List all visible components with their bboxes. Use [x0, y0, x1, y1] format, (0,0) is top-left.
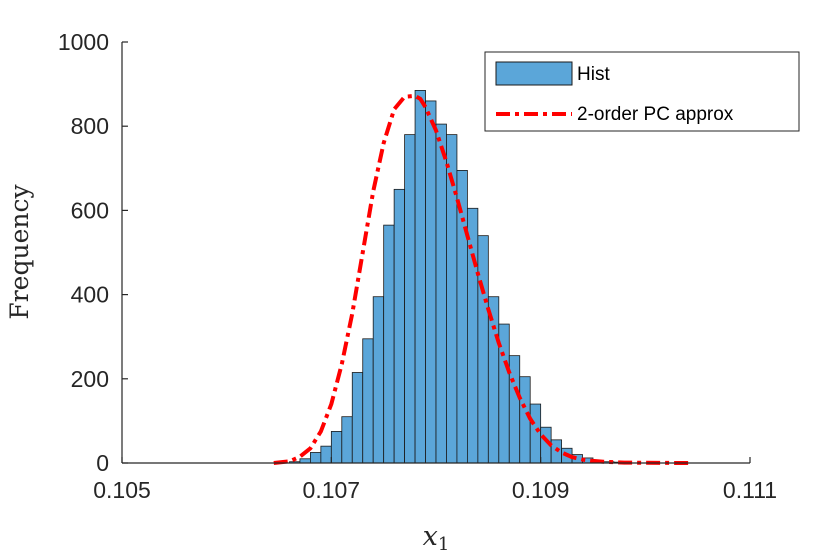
histogram-bar [341, 416, 353, 464]
pc-approx-curve-group [273, 93, 693, 465]
legend-label-curve: 2-order PC approx [577, 104, 734, 125]
histogram-bar [414, 90, 426, 464]
histogram-bar [330, 431, 343, 464]
y-tick-label: 800 [71, 113, 109, 139]
y-tick-label: 600 [71, 197, 109, 223]
x-tick-label: 0.109 [512, 477, 570, 503]
x-tick-label: 0.107 [303, 477, 361, 503]
legend-swatch-hist [495, 61, 573, 86]
y-tick-label: 200 [71, 366, 109, 392]
histogram-bars [289, 90, 625, 464]
x-axis-title-subscript: 1 [438, 534, 449, 553]
x-axis-title: x1 [423, 521, 450, 553]
y-ticks: 0 200 400 600 800 1000 [58, 29, 128, 476]
histogram-bar [435, 123, 447, 464]
y-tick-label: 1000 [58, 29, 109, 55]
histogram-bar [393, 188, 405, 464]
histogram-bar [477, 235, 489, 464]
x-ticks: 0.105 0.107 0.109 0.111 [93, 457, 777, 503]
x-tick-label: 0.111 [723, 477, 777, 503]
histogram-bar [404, 134, 416, 464]
y-tick-label: 0 [96, 450, 109, 476]
histogram-bar [309, 452, 322, 464]
y-axis-title: Frequency [5, 184, 34, 320]
histogram-bar [383, 224, 395, 464]
x-tick-label: 0.105 [93, 477, 151, 503]
histogram-bar [372, 296, 385, 464]
histogram-bar [425, 100, 437, 464]
histogram-bar [320, 445, 332, 464]
histogram-bar [487, 296, 500, 464]
histogram-bar [351, 372, 364, 464]
axes [121, 42, 750, 464]
x-axis-title-main: x [423, 521, 438, 552]
histogram-bar [299, 458, 311, 464]
legend-label-hist: Hist [577, 64, 610, 85]
histogram-bar [456, 170, 468, 464]
pc-approx-curve [273, 93, 693, 465]
y-tick-label: 400 [71, 282, 109, 308]
histogram-bar [362, 338, 374, 464]
histogram-bar [529, 403, 542, 464]
legend: Hist 2-order PC approx [484, 51, 800, 132]
histogram-bar [550, 439, 563, 464]
